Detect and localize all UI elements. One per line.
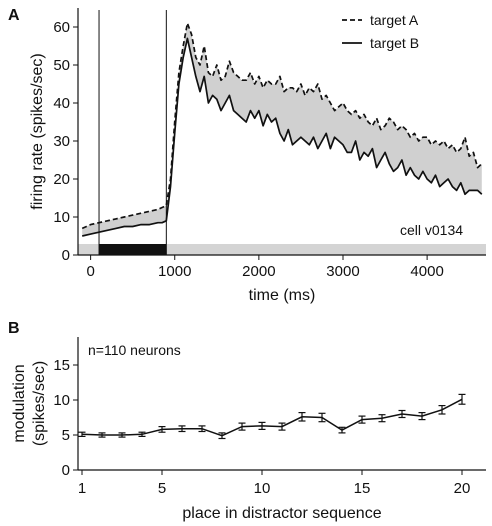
y-tick-label: 20 — [53, 171, 70, 188]
series-line-target-b — [82, 37, 483, 237]
y-axis-title-line1: modulation — [11, 364, 28, 442]
y-tick-label: 50 — [53, 57, 70, 74]
panel-a-letter: A — [8, 7, 20, 24]
y-tick-label: 0 — [62, 247, 70, 264]
baseline-band-rect — [78, 244, 486, 255]
x-axis-title: time (ms) — [249, 287, 316, 304]
y-axis-title-line2: (spikes/sec) — [31, 361, 48, 446]
axes: 0 10 20 30 40 50 60 0 1000 2000 3000 4000 — [53, 8, 486, 280]
panel-b-letter: B — [8, 320, 20, 337]
y-tick-label: 40 — [53, 95, 70, 112]
legend: target A target B — [342, 12, 419, 51]
difference-area — [82, 23, 482, 237]
y-tick-label: 0 — [62, 462, 70, 479]
x-tick-label: 2000 — [242, 263, 275, 280]
difference-shading — [82, 23, 482, 237]
x-tick-label: 1 — [78, 480, 86, 497]
x-tick-label: 15 — [354, 480, 371, 497]
x-tick-label: 10 — [254, 480, 271, 497]
y-tick-label: 60 — [53, 19, 70, 36]
x-axis-title: place in distractor sequence — [182, 505, 381, 522]
x-tick-label: 20 — [454, 480, 471, 497]
series-lines — [81, 22, 483, 237]
modulation-series — [78, 393, 466, 440]
neuron-count-label: n=110 neurons — [88, 342, 181, 358]
x-tick-label: 0 — [86, 263, 94, 280]
series-line-target-a — [81, 22, 483, 230]
x-tick-label: 1000 — [158, 263, 191, 280]
y-tick-label: 5 — [62, 427, 70, 444]
y-tick-label: 10 — [53, 209, 70, 226]
modulation-line — [81, 398, 463, 437]
y-tick-label: 15 — [53, 357, 70, 374]
legend-label: target A — [370, 12, 419, 28]
baseline-band — [78, 244, 486, 255]
cell-label: cell v0134 — [400, 222, 463, 238]
x-tick-label: 3000 — [326, 263, 359, 280]
panel-a: A 0 10 20 30 40 50 60 0 1000 2000 3000 4000 target … — [8, 7, 486, 304]
y-tick-label: 10 — [53, 392, 70, 409]
x-tick-label: 5 — [158, 480, 166, 497]
y-axis-title: firing rate (spikes/sec) — [29, 53, 46, 210]
x-tick-label: 4000 — [410, 263, 443, 280]
stimulus-bar — [99, 244, 167, 255]
legend-label: target B — [370, 35, 419, 51]
y-tick-label: 30 — [53, 133, 70, 150]
